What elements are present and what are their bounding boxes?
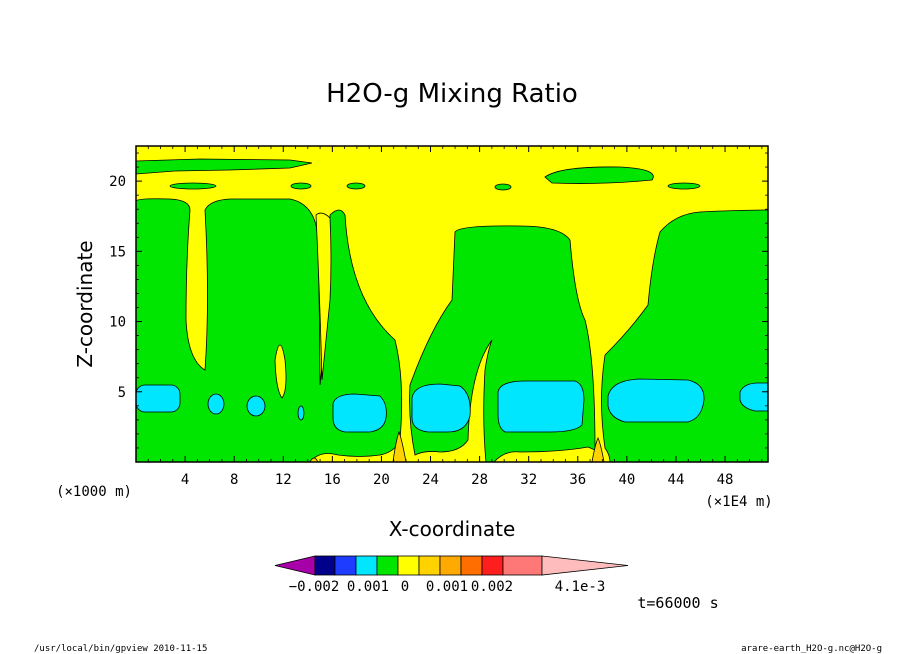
colorbar-tick-label: 0 bbox=[401, 579, 409, 595]
colorbar-upper-triangle bbox=[541, 555, 629, 576]
colorbar-tick-label: 0.001 bbox=[426, 579, 468, 595]
x-tick-label: 48 bbox=[717, 472, 734, 488]
y-axis-title: Z-coordinate bbox=[73, 240, 97, 367]
y-tick-label: 20 bbox=[109, 174, 126, 190]
colorbar-swatch bbox=[355, 555, 378, 576]
contour-cyan-small-2 bbox=[246, 395, 266, 417]
x-axis-title: X-coordinate bbox=[389, 517, 516, 541]
contour-cyan-small-3 bbox=[297, 405, 305, 421]
colorbar-tick-label: 0.002 bbox=[471, 579, 513, 595]
time-label: t=66000 s bbox=[637, 594, 718, 612]
contour-field bbox=[135, 158, 769, 463]
x-unit-label: (×1E4 m) bbox=[705, 494, 772, 510]
colorbar-swatch bbox=[376, 555, 399, 576]
x-tick-label: 40 bbox=[618, 472, 635, 488]
colorbar-swatch bbox=[439, 555, 462, 576]
contour-green-top-band bbox=[135, 158, 313, 175]
x-tick-label: 4 bbox=[181, 472, 189, 488]
y-axis-ticks: 5 10 15 20 bbox=[109, 152, 768, 449]
contour-green-top-right bbox=[544, 166, 654, 184]
colorbar-tick-label: 0.001 bbox=[347, 579, 389, 595]
colorbar-swatch bbox=[502, 555, 543, 576]
colorbar-swatch bbox=[397, 555, 420, 576]
colorbar-tick-label: −0.002 bbox=[289, 579, 340, 595]
y-tick-label: 15 bbox=[109, 244, 126, 260]
colorbar-tick-label: 4.1e-3 bbox=[555, 579, 606, 595]
footer-left: /usr/local/bin/gpview 2010-11-15 bbox=[34, 644, 207, 654]
contour-yellow-hole-2 bbox=[315, 212, 332, 381]
x-tick-label: 44 bbox=[668, 472, 685, 488]
x-tick-label: 24 bbox=[422, 472, 439, 488]
contour-cyan-cell-4 bbox=[607, 378, 705, 423]
y-tick-label: 10 bbox=[109, 315, 126, 331]
y-unit-label: (×1000 m) bbox=[56, 484, 132, 500]
colorbar-swatch bbox=[460, 555, 483, 576]
colorbar-swatch bbox=[418, 555, 441, 576]
x-tick-label: 28 bbox=[471, 472, 488, 488]
colorbar-swatch bbox=[334, 555, 357, 576]
contour-orange-spike-2 bbox=[591, 436, 605, 463]
colorbar-swatch bbox=[314, 555, 336, 576]
contour-cyan-right-edge bbox=[739, 382, 769, 412]
x-tick-label: 12 bbox=[275, 472, 292, 488]
contour-green-speck-2 bbox=[290, 182, 312, 190]
colorbar bbox=[274, 555, 629, 576]
contour-cyan-cell-1 bbox=[332, 393, 387, 433]
colorbar-labels: −0.002 0.001 0 0.001 0.002 4.1e-3 bbox=[289, 579, 606, 595]
x-tick-label: 8 bbox=[230, 472, 238, 488]
x-tick-label: 32 bbox=[520, 472, 537, 488]
contour-cyan-small-1 bbox=[207, 393, 225, 415]
contour-green-speck-1 bbox=[169, 182, 217, 190]
y-tick-label: 5 bbox=[118, 385, 126, 401]
contour-cyan-left-edge bbox=[135, 384, 181, 413]
contour-green-speck-4 bbox=[494, 183, 512, 191]
contour-cyan-cell-2 bbox=[411, 383, 471, 433]
x-tick-label: 16 bbox=[324, 472, 341, 488]
contour-cyan-cell-3 bbox=[497, 380, 585, 433]
contour-green-speck-5 bbox=[667, 182, 701, 190]
plot-frame bbox=[135, 145, 769, 463]
x-tick-label: 20 bbox=[373, 472, 390, 488]
colorbar-lower-triangle bbox=[274, 555, 316, 576]
contour-green-speck-3 bbox=[346, 182, 366, 190]
chart-title: H2O-g Mixing Ratio bbox=[326, 79, 578, 109]
x-tick-label: 36 bbox=[569, 472, 586, 488]
contour-orange-spike-1 bbox=[392, 430, 407, 463]
contour-yellow-hole-1 bbox=[274, 344, 287, 399]
colorbar-swatch bbox=[481, 555, 504, 576]
footer-right: arare-earth_H2O-g.nc@H2O-g bbox=[741, 644, 882, 654]
x-axis-ticks: 4 8 12 16 20 24 28 32 36 40 44 48 bbox=[147, 146, 763, 488]
